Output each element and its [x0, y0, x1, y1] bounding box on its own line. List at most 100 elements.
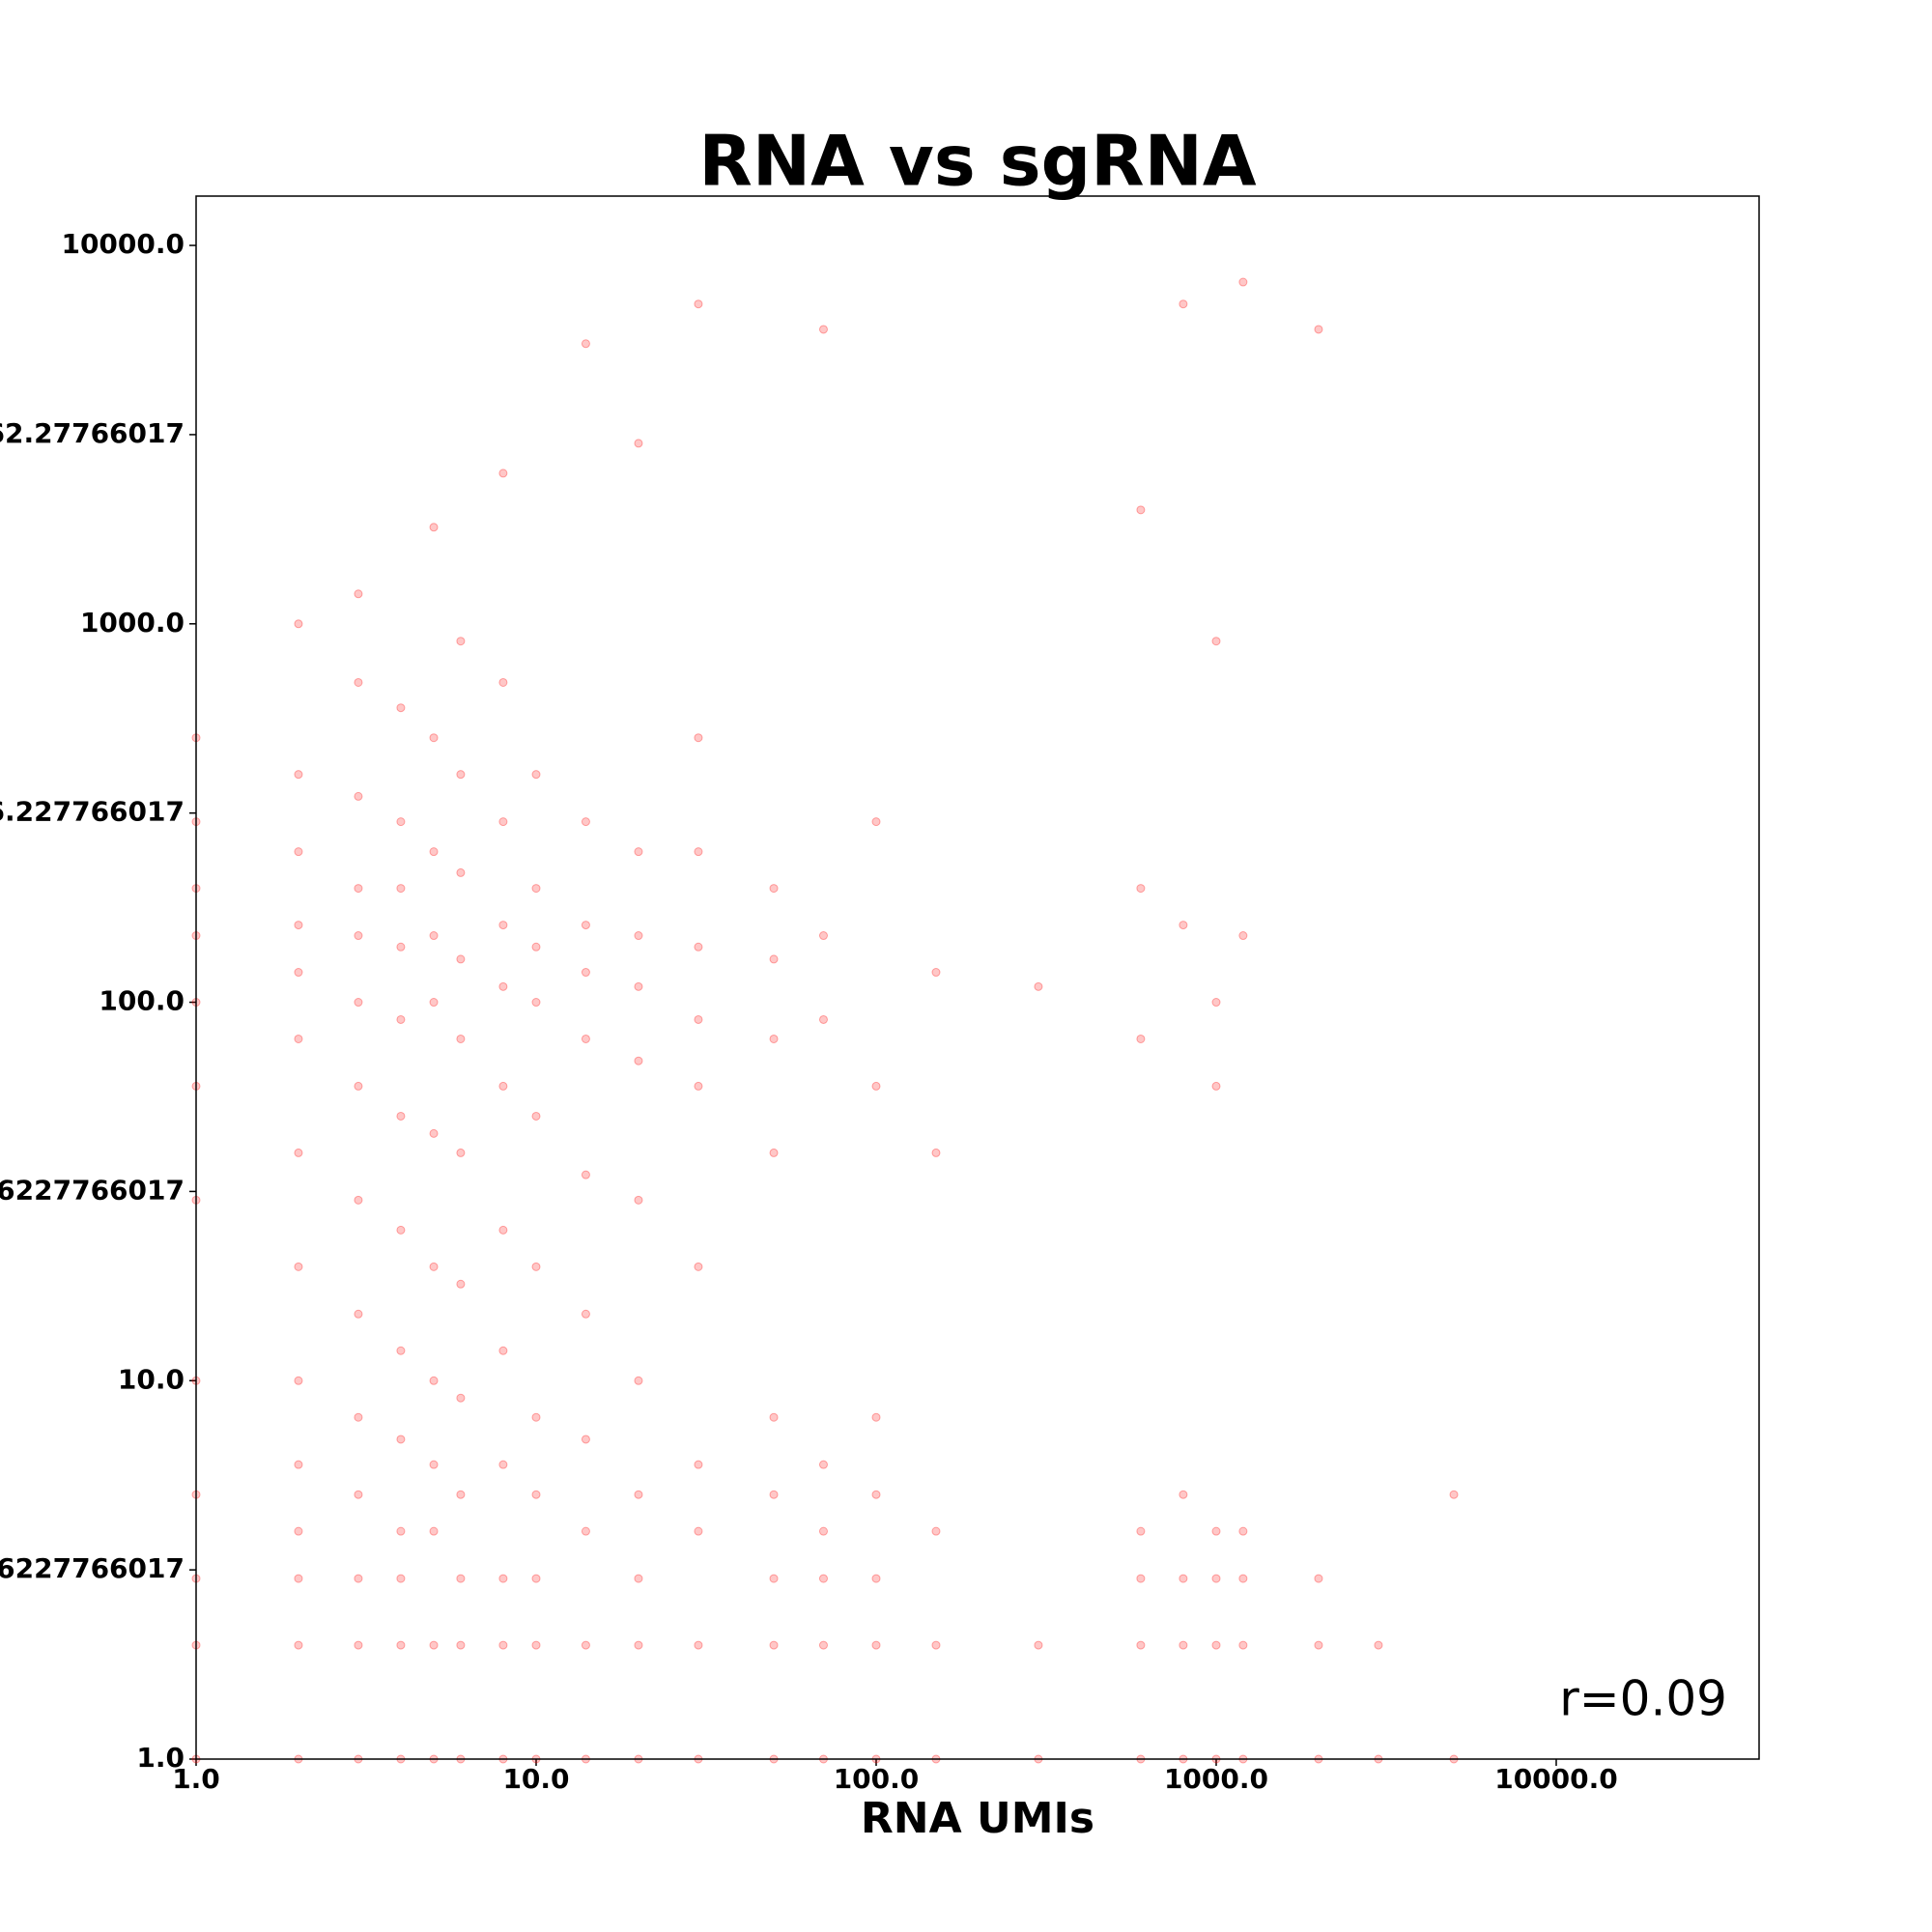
y-tick-label: 100.0: [99, 985, 185, 1017]
point: [294, 1526, 303, 1536]
point: [294, 1460, 303, 1469]
point: [634, 1574, 643, 1583]
point: [871, 1574, 881, 1583]
point: [354, 791, 363, 801]
point: [1179, 299, 1188, 309]
point: [531, 770, 541, 780]
point: [354, 998, 363, 1008]
point: [634, 1376, 643, 1385]
point: [429, 1460, 439, 1469]
x-tick-label: 1000.0: [1164, 1763, 1268, 1795]
point: [1034, 981, 1043, 991]
point: [498, 817, 508, 827]
point: [769, 884, 779, 894]
point: [871, 1412, 881, 1422]
point: [581, 1034, 590, 1043]
point: [294, 847, 303, 857]
point: [818, 325, 828, 334]
point: [818, 1014, 828, 1024]
point: [1136, 884, 1146, 894]
y-tick-label: 31.6227766017: [0, 1174, 185, 1206]
point: [1179, 1490, 1188, 1499]
point: [396, 1640, 406, 1650]
point: [396, 942, 406, 952]
point: [396, 703, 406, 713]
point: [581, 1309, 590, 1319]
point: [694, 299, 703, 309]
point: [396, 817, 406, 827]
point: [1449, 1490, 1459, 1499]
point: [1314, 325, 1323, 334]
y-tick-label: 316.227766017: [0, 796, 185, 828]
point: [498, 921, 508, 930]
point: [456, 770, 466, 780]
point: [294, 1148, 303, 1157]
point: [1179, 1640, 1188, 1650]
x-tick-label: 100.0: [834, 1763, 920, 1795]
point: [1211, 1640, 1221, 1650]
point: [498, 1640, 508, 1650]
point: [634, 439, 643, 448]
point: [429, 1262, 439, 1271]
point: [581, 1640, 590, 1650]
point: [294, 770, 303, 780]
y-tick-label: 3.16227766017: [0, 1552, 185, 1584]
point: [456, 1034, 466, 1043]
point: [354, 589, 363, 599]
point: [581, 921, 590, 930]
point: [1238, 1526, 1248, 1536]
point: [1238, 277, 1248, 287]
y-tick-label: 1000.0: [80, 607, 185, 639]
point: [396, 1346, 406, 1355]
y-tick-label: 3162.27766017: [0, 417, 185, 449]
point: [1136, 1034, 1146, 1043]
point: [694, 942, 703, 952]
point: [531, 1412, 541, 1422]
point: [769, 1490, 779, 1499]
point: [429, 1526, 439, 1536]
point: [1136, 505, 1146, 515]
point: [769, 954, 779, 964]
point: [531, 884, 541, 894]
y-tick-label: 1.0: [136, 1742, 185, 1774]
point: [354, 1081, 363, 1091]
point: [818, 1460, 828, 1469]
point: [871, 1490, 881, 1499]
point: [354, 1640, 363, 1650]
point: [294, 619, 303, 629]
point: [1314, 1640, 1323, 1650]
point: [354, 884, 363, 894]
point: [429, 1128, 439, 1138]
point: [581, 339, 590, 349]
chart-title: RNA vs sgRNA: [698, 121, 1256, 202]
point: [294, 1376, 303, 1385]
point: [429, 1376, 439, 1385]
point: [531, 942, 541, 952]
point: [456, 637, 466, 646]
point: [456, 1490, 466, 1499]
point: [769, 1574, 779, 1583]
point: [634, 1490, 643, 1499]
point: [581, 1170, 590, 1179]
point: [1136, 1526, 1146, 1536]
point: [694, 847, 703, 857]
plot-frame: [195, 195, 1760, 1760]
point: [429, 847, 439, 857]
point: [294, 1640, 303, 1650]
point: [931, 968, 941, 978]
point: [871, 817, 881, 827]
point: [581, 1526, 590, 1536]
point: [396, 1574, 406, 1583]
point: [354, 1412, 363, 1422]
point: [498, 1225, 508, 1235]
point: [396, 1526, 406, 1536]
point: [354, 1574, 363, 1583]
point: [429, 931, 439, 941]
point: [634, 1195, 643, 1205]
point: [931, 1640, 941, 1650]
point: [1179, 921, 1188, 930]
point: [531, 998, 541, 1008]
point: [871, 1640, 881, 1650]
point: [1136, 1640, 1146, 1650]
